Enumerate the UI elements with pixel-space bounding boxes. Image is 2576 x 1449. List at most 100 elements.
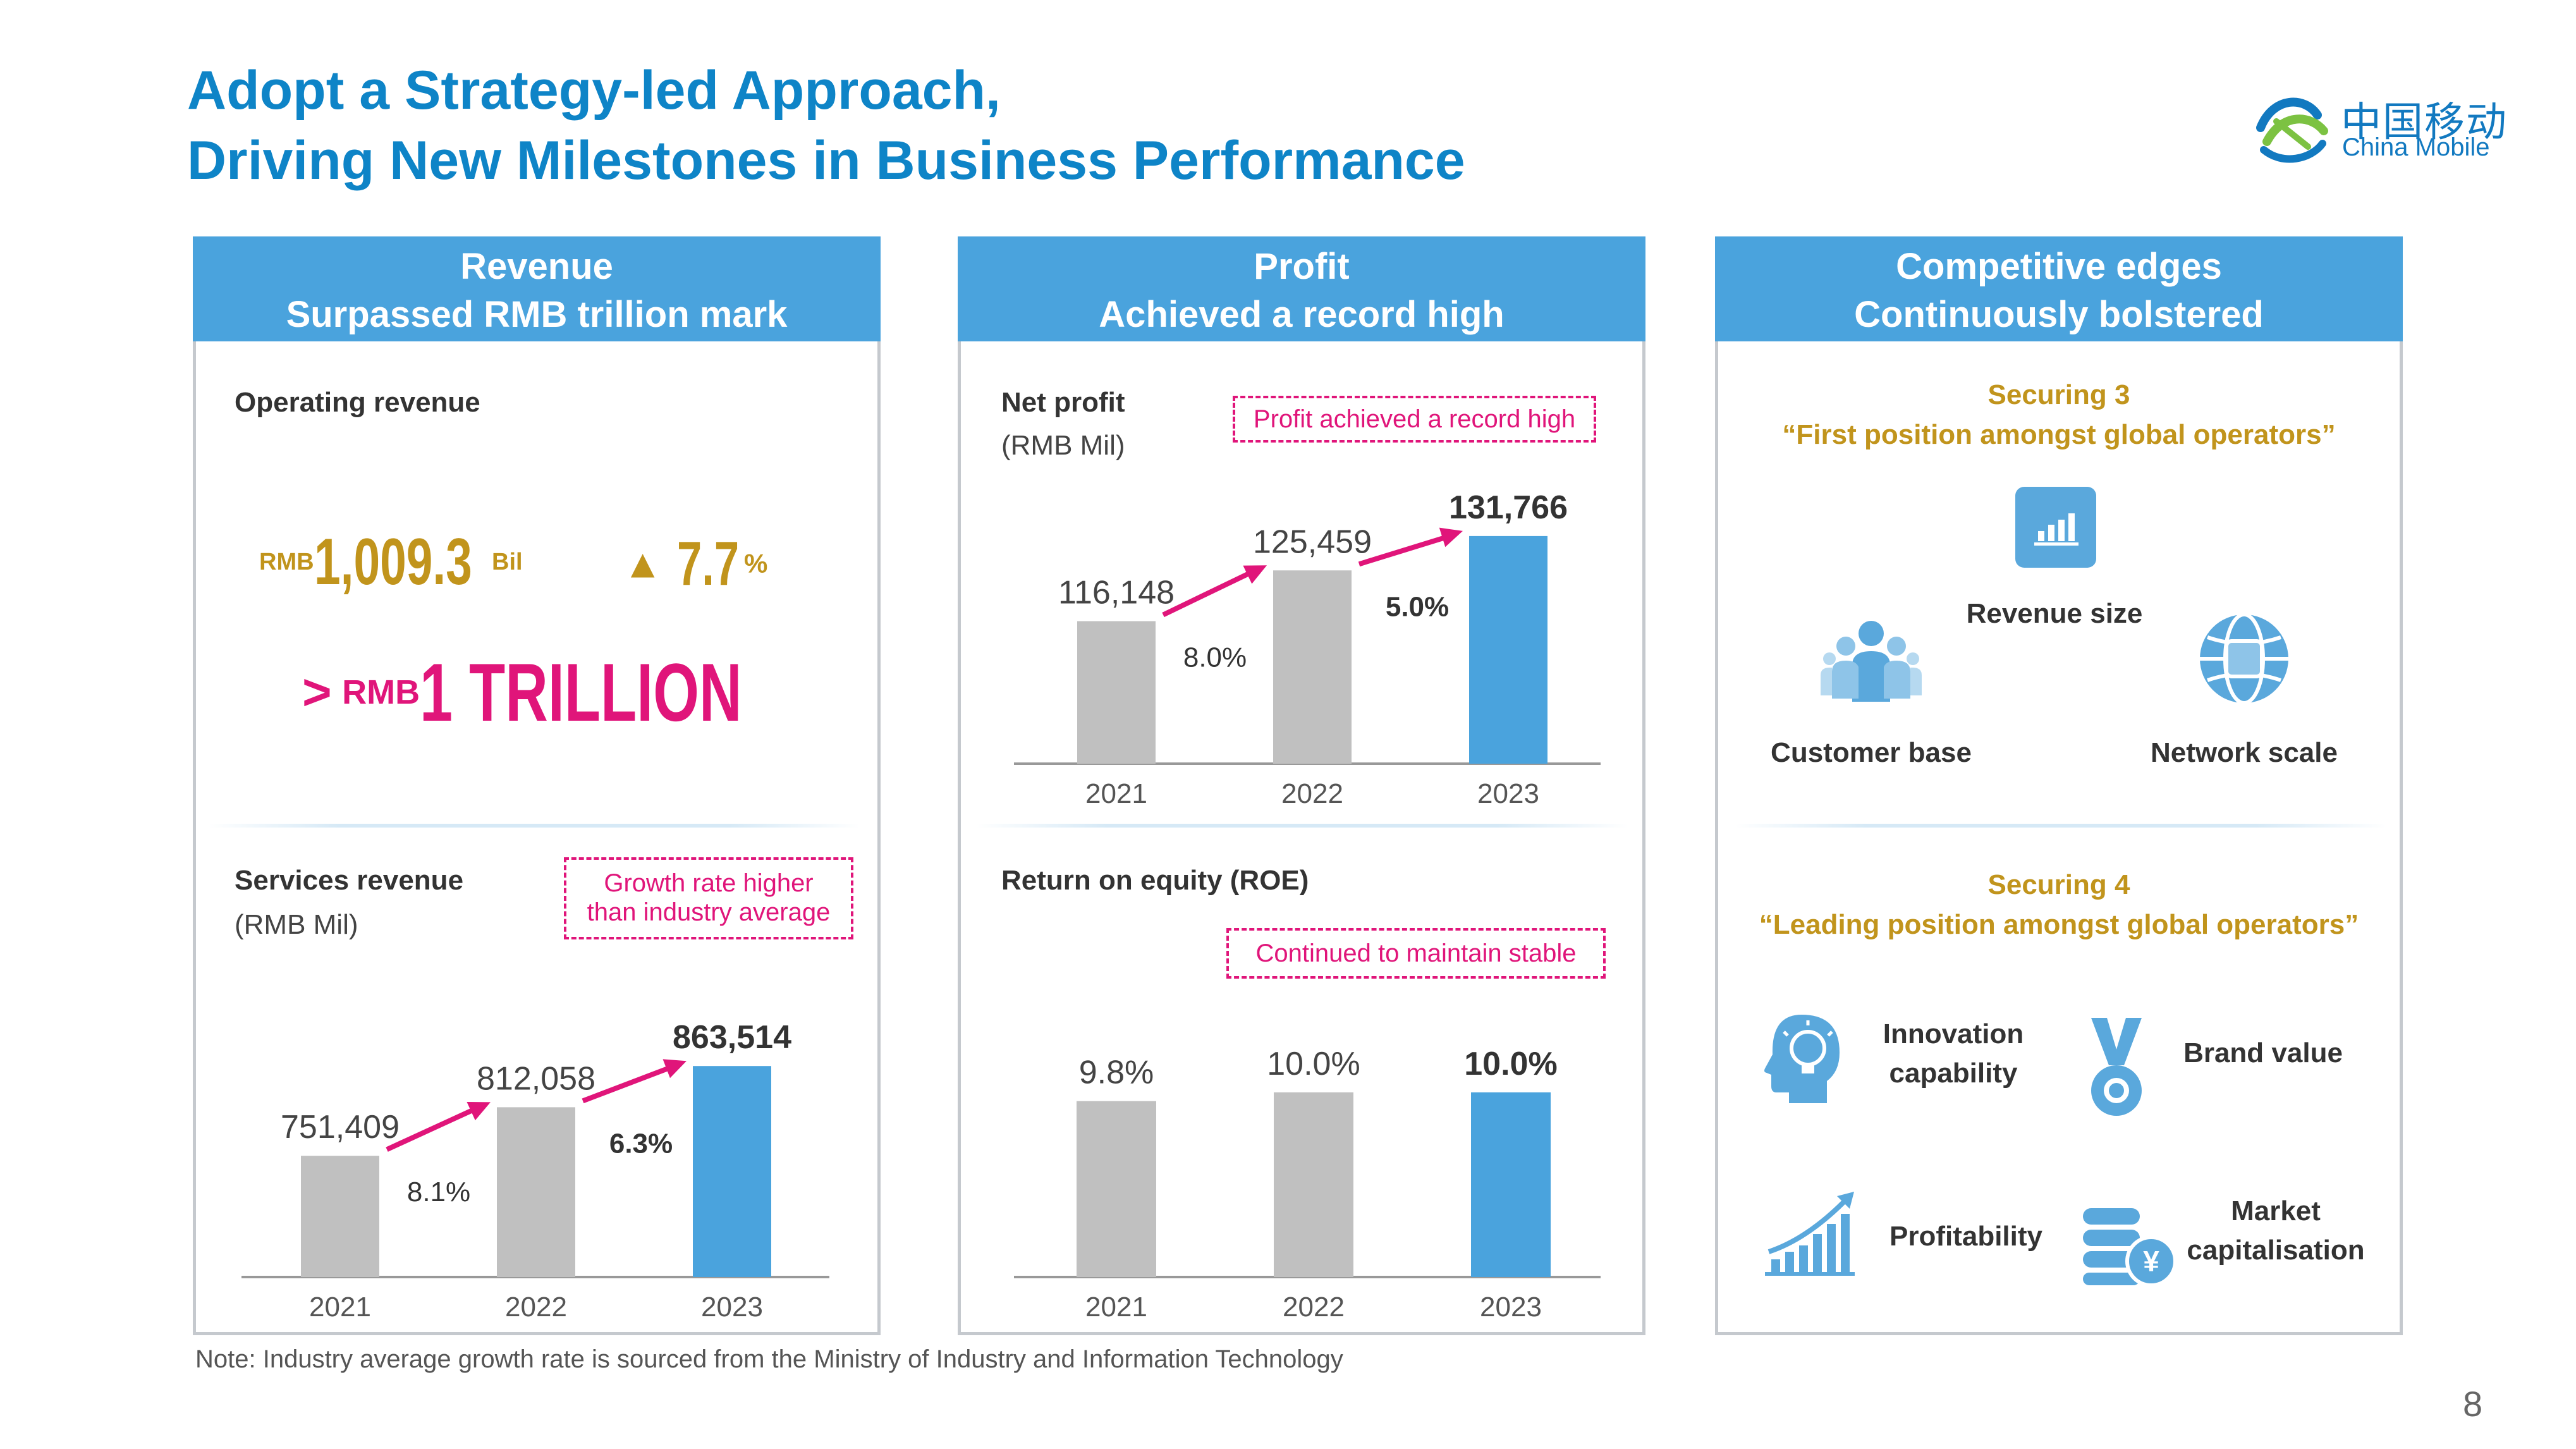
chart-growth-arrowhead — [662, 1059, 687, 1079]
net-profit-label: Net profit — [1001, 387, 1125, 418]
chart-x-tick-label: 2023 — [701, 1292, 763, 1323]
chart-value-label: 863,514 — [673, 1019, 791, 1056]
svg-text:¥: ¥ — [2143, 1245, 2159, 1278]
market-cap-label-line-1: Market — [2231, 1195, 2321, 1226]
services-revenue-chart: 2021 751,409 2022 812,058 2023 863,514 8.1% 6.3… — [241, 1019, 829, 1323]
growth-up-triangle-icon: ▲ — [623, 541, 663, 587]
edges-header-line-2: Continuously bolstered — [1854, 294, 2264, 335]
profit-panel: Profit Achieved a record high — [958, 236, 1645, 1335]
chart-value-label: 10.0% — [1267, 1046, 1360, 1082]
bar-chart-icon — [2015, 487, 2096, 568]
china-mobile-logo-icon — [2256, 97, 2328, 163]
innovation-label-line-1: Innovation — [1883, 1018, 2024, 1049]
services-revenue-label: Services revenue — [235, 865, 464, 896]
revenue-size-label: Revenue size — [1966, 598, 2143, 629]
logo-english-text: China Mobile — [2342, 133, 2490, 161]
revenue-header-line-2: Surpassed RMB trillion mark — [286, 294, 788, 335]
chart-bar — [1274, 1092, 1353, 1277]
securing-4-title: Securing 4 — [1987, 869, 2130, 900]
page-title-line-1: Adopt a Strategy-led Approach, — [187, 60, 1001, 121]
chart-bar — [1273, 570, 1352, 764]
profit-header-line-1: Profit — [1254, 246, 1350, 287]
chart-bar — [301, 1156, 379, 1277]
chart-bar — [497, 1107, 575, 1277]
revenue-panel-header: Revenue Surpassed RMB trillion mark — [193, 236, 881, 341]
chart-x-tick-label: 2023 — [1477, 778, 1539, 809]
people-icon — [1821, 621, 1922, 702]
coins-yuan-icon: ¥ — [2083, 1208, 2177, 1287]
revenue-divider — [209, 824, 860, 828]
chart-x-tick-label: 2021 — [1085, 778, 1147, 809]
chart-growth-arrow — [386, 1103, 483, 1152]
chart-x-tick-label: 2022 — [1283, 1292, 1345, 1323]
page-number: 8 — [2463, 1384, 2483, 1424]
op-unit: Bil — [492, 549, 523, 575]
net-profit-chart: 2021 116,148 2022 125,459 2023 131,766 8.0% 5.0… — [1014, 489, 1601, 809]
op-growth-unit: % — [744, 548, 768, 578]
medal-icon — [2091, 1018, 2142, 1116]
edges-header-line-1: Competitive edges — [1896, 246, 2222, 287]
chart-x-tick-label: 2022 — [505, 1292, 567, 1323]
edges-panel-header: Competitive edges Continuously bolstered — [1715, 236, 2403, 341]
chart-bar — [1077, 1101, 1156, 1277]
op-value: 1,009.3 — [314, 525, 472, 599]
chart-value-label: 751,409 — [281, 1109, 400, 1146]
profit-header-line-2: Achieved a record high — [1099, 294, 1505, 335]
milestone-currency: RMB — [342, 673, 420, 711]
chart-value-label: 116,148 — [1058, 575, 1175, 611]
revenue-panel: Revenue Surpassed RMB trillion mark — [193, 236, 881, 1335]
page-title-line-2: Driving New Milestones in Business Perfo… — [187, 130, 1465, 191]
net-profit-callout-box: Profit achieved a record high — [1233, 396, 1596, 443]
chart-growth-arrowhead — [1243, 565, 1267, 584]
chart-value-label: 9.8% — [1079, 1055, 1154, 1091]
rising-chart-icon — [1765, 1192, 1855, 1276]
roe-chart: 2021 9.8% 2022 10.0% 2023 10.0% — [1014, 1046, 1601, 1323]
chart-value-label: 10.0% — [1464, 1046, 1557, 1082]
revenue-header-line-1: Revenue — [460, 246, 613, 287]
securing-4-subtitle: “Leading position amongst global operato… — [1759, 909, 2359, 940]
customer-base-label: Customer base — [1771, 737, 1972, 768]
chart-value-label: 125,459 — [1253, 523, 1372, 560]
services-callout-line-1: Growth rate higher — [604, 869, 814, 897]
chart-growth-label: 8.0% — [1183, 642, 1247, 673]
profitability-label: Profitability — [1889, 1221, 2043, 1252]
chart-bar — [1469, 535, 1547, 764]
services-callout-box: Growth rate higher than industry average — [564, 857, 853, 939]
net-profit-unit: (RMB Mil) — [1001, 430, 1125, 461]
chart-growth-arrowhead — [1439, 527, 1463, 547]
milestone-value: 1 TRILLION — [420, 646, 742, 738]
market-cap-label: Market capitalisation — [2162, 1192, 2390, 1270]
chart-x-tick-label: 2023 — [1480, 1292, 1542, 1323]
operating-revenue-growth: ▲ 7.7% — [623, 528, 767, 599]
market-cap-label-line-2: capitalisation — [2187, 1235, 2365, 1266]
chart-growth-label: 5.0% — [1386, 591, 1449, 622]
chart-x-tick-label: 2021 — [1085, 1292, 1147, 1323]
competitive-edges-panel: Competitive edges Continuously bolstered — [1715, 236, 2403, 1335]
profit-panel-header: Profit Achieved a record high — [958, 236, 1645, 341]
milestone-gt: > — [302, 664, 332, 720]
chart-growth-label: 8.1% — [407, 1177, 470, 1208]
globe-icon — [2200, 613, 2288, 705]
chart-value-label: 131,766 — [1449, 489, 1568, 526]
network-scale-label: Network scale — [2151, 737, 2338, 768]
op-currency: RMB — [259, 549, 314, 575]
brand-value-label: Brand value — [2183, 1037, 2343, 1068]
lightbulb-head-icon — [1764, 1015, 1840, 1103]
chart-growth-arrow — [582, 1062, 679, 1104]
roe-label: Return on equity (ROE) — [1001, 865, 1309, 896]
roe-callout-box: Continued to maintain stable — [1226, 928, 1606, 979]
services-revenue-unit: (RMB Mil) — [235, 909, 358, 940]
page-title: Adopt a Strategy-led Approach, Driving N… — [187, 56, 1465, 196]
securing-3-title: Securing 3 — [1987, 379, 2130, 410]
profit-divider — [977, 824, 1628, 828]
innovation-capability-label: Innovation capability — [1840, 1015, 2067, 1093]
services-callout-line-2: than industry average — [587, 898, 831, 926]
edges-divider — [1735, 824, 2386, 828]
chart-x-tick-label: 2021 — [309, 1292, 371, 1323]
securing-3-subtitle: “First position amongst global operators… — [1782, 419, 2336, 450]
chart-growth-arrowhead — [467, 1102, 491, 1121]
logo-chinese-text: 中国移动 — [2341, 99, 2508, 146]
chart-growth-label: 6.3% — [609, 1128, 673, 1159]
chart-bar — [1471, 1092, 1551, 1277]
chart-x-tick-label: 2022 — [1281, 778, 1343, 809]
